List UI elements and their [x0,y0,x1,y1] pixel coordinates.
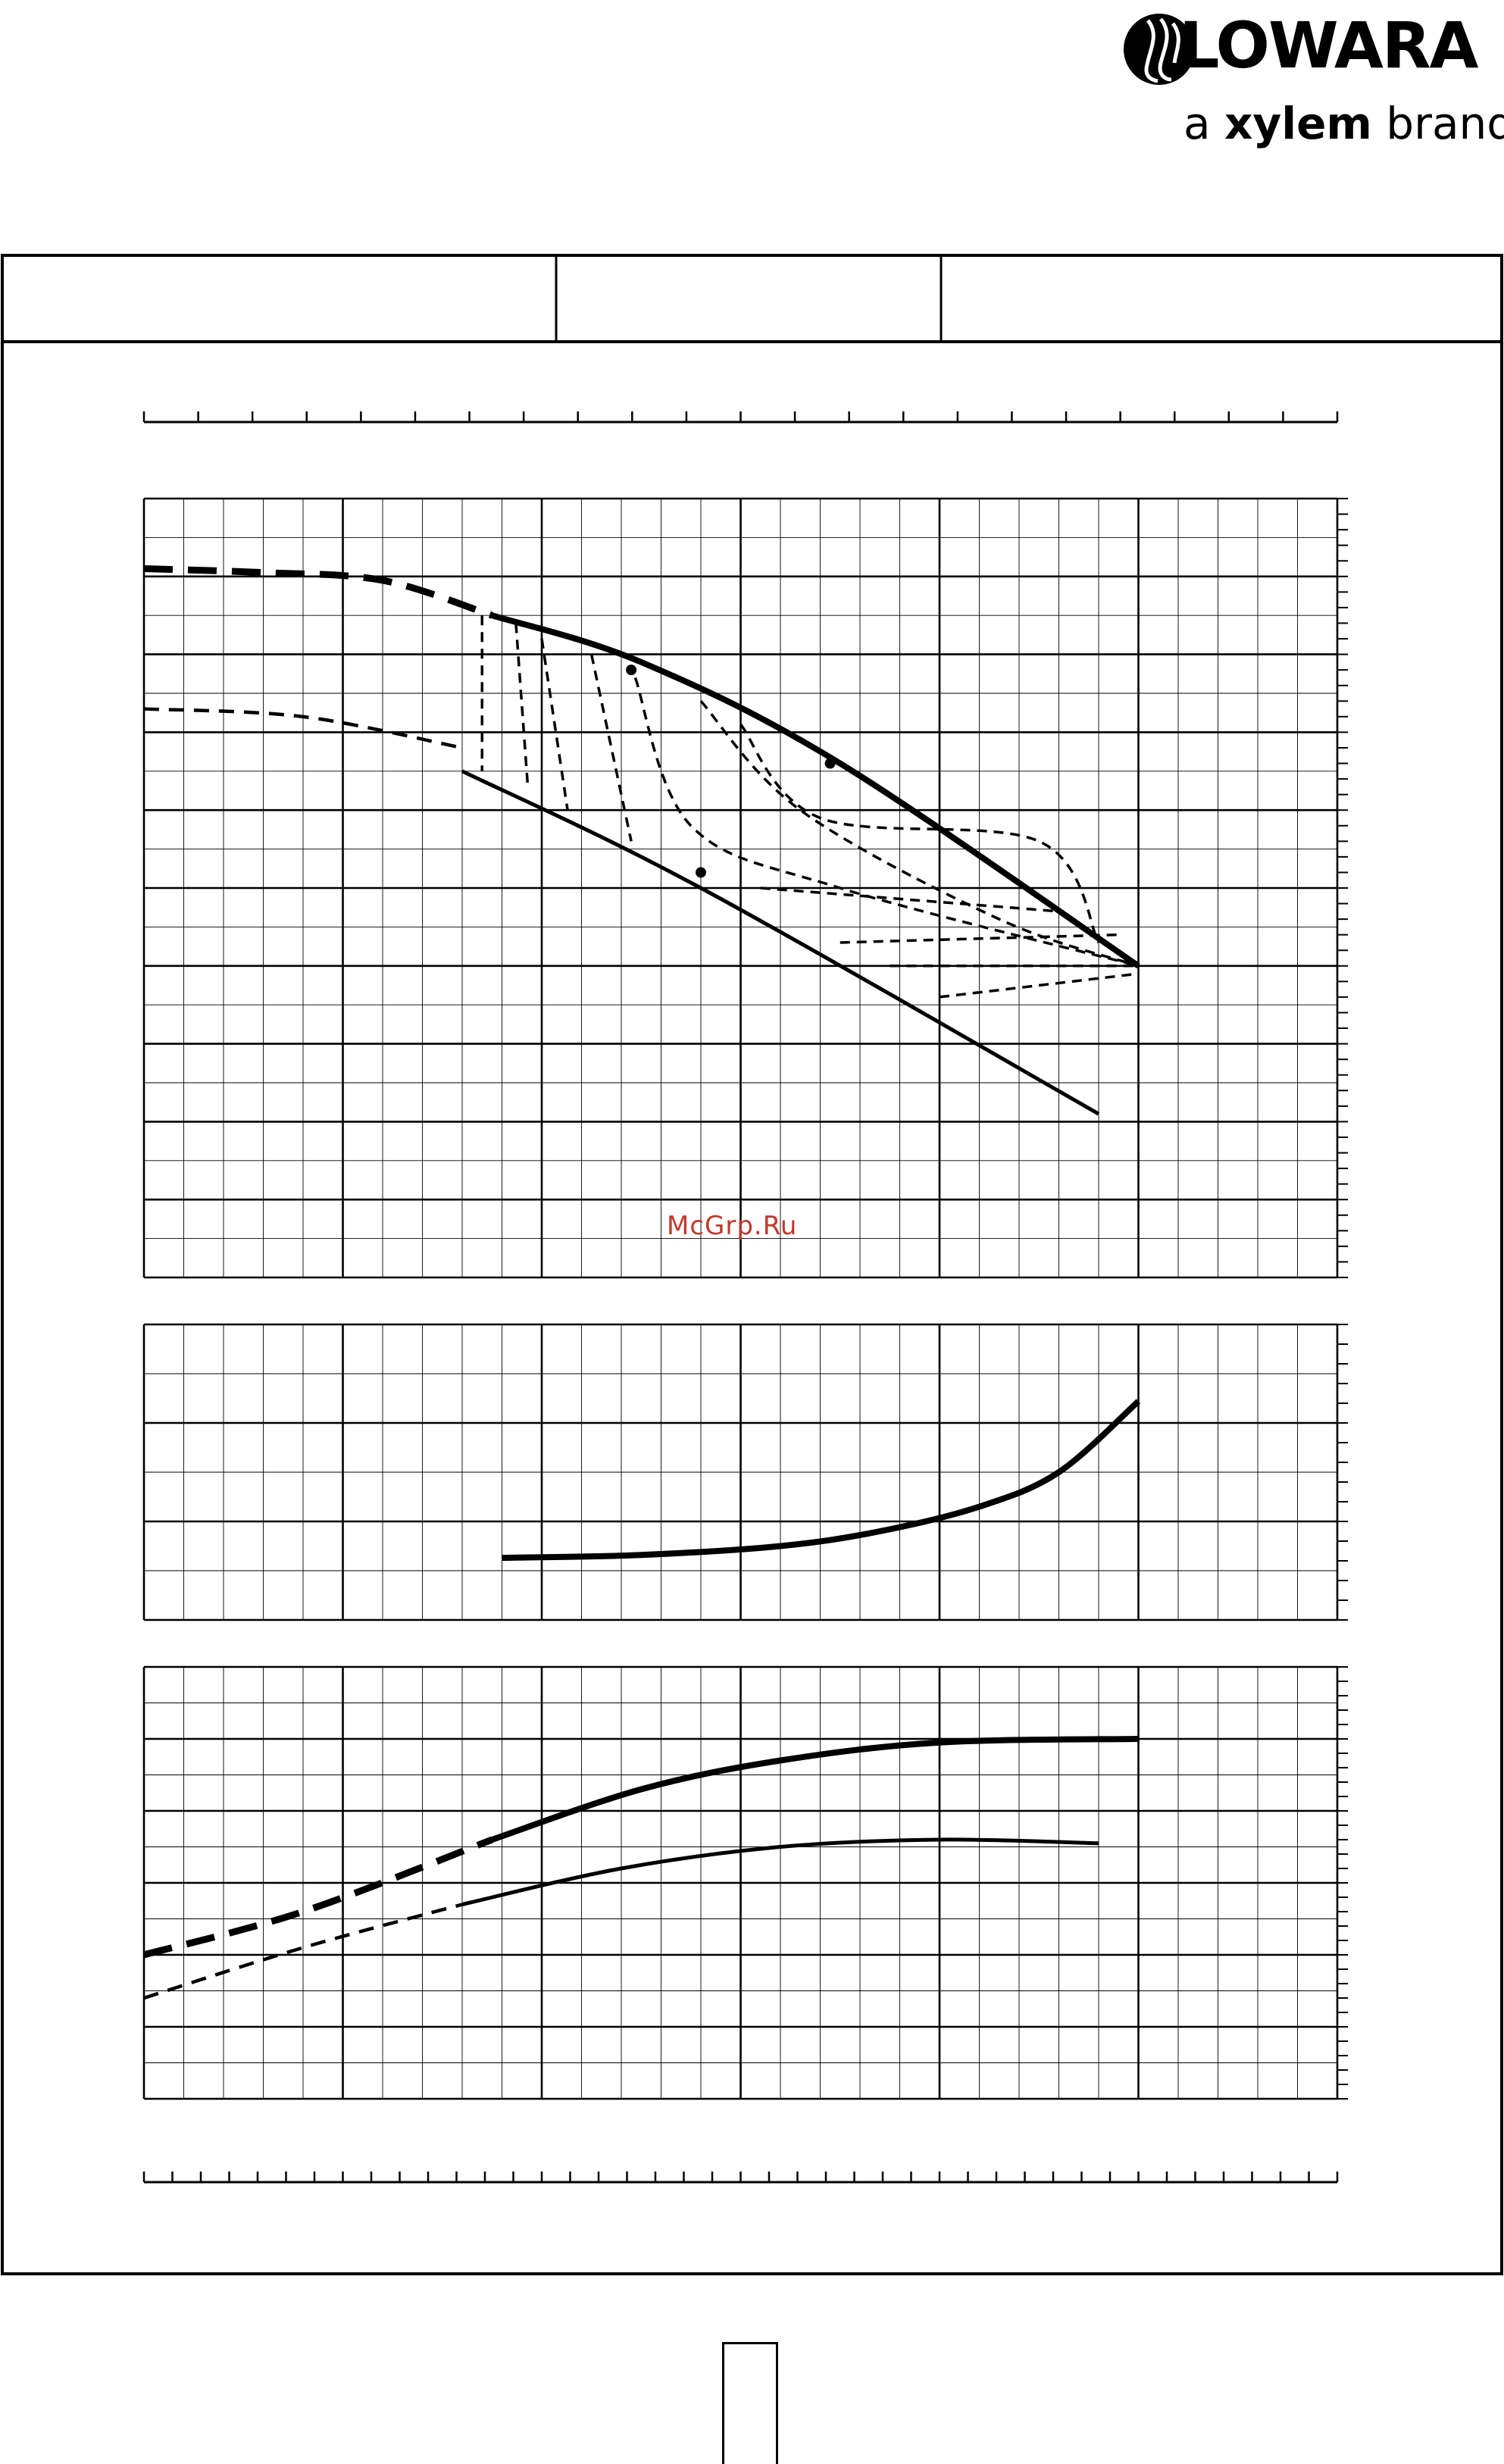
npsh-chart [142,1323,1348,1621]
head-isoline-2 [514,623,530,787]
head-isoline-3 [540,638,569,811]
brand-logo [1114,0,1504,159]
head-isoline-11 [939,972,1139,999]
lowara-drop-icon [1124,14,1195,85]
npsh-chart-grid [142,1323,1348,1621]
tagline-prefix: a [1184,98,1224,149]
brand-name: LOWARA [1179,8,1479,83]
bottom-flow-scale [142,2172,1339,2184]
tagline-suffix: brand [1371,98,1504,149]
sheet-frame [1,254,1503,2275]
head-chart-series [143,565,1140,1116]
page-number-box [722,2342,778,2464]
head-chart-grid [142,497,1348,1279]
watermark: McGrp.Ru [667,1211,798,1241]
npsh-chart-series [502,1399,1141,1562]
head-isoline-8 [760,886,1059,913]
head-series-2 [491,612,1140,969]
tagline-xylem: xylem [1224,98,1372,149]
head-series-4 [461,769,1100,1116]
head-marker-1 [626,664,637,676]
power-chart-series [142,1736,1139,2000]
power-series-4 [461,1837,1099,1906]
brand-tagline: a xylem brand [1184,97,1504,150]
head-marker-3 [696,867,706,878]
head-series-1 [143,565,493,619]
head-isoline-9 [840,933,1119,944]
top-flow-scale [142,411,1339,424]
head-chart [142,497,1348,1279]
head-series-3 [143,707,463,750]
power-chart-grid [142,1665,1348,2100]
head-marker-2 [824,758,836,769]
power-series-2 [491,1736,1139,1843]
head-isoline-5 [633,677,1139,968]
head-isoline-4 [589,654,633,842]
power-series-1 [142,1836,493,1959]
npsh-series-1 [502,1399,1141,1562]
power-chart [142,1665,1348,2100]
power-series-3 [143,1903,463,2000]
head-isoline-6 [699,700,1140,968]
head-isoline-7 [739,723,1100,943]
